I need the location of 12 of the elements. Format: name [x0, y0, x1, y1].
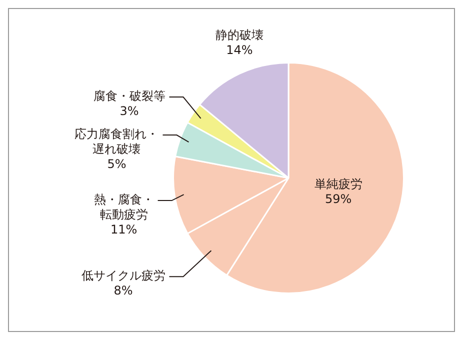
data-label: 14% [226, 42, 253, 57]
data-label: 3% [120, 104, 139, 118]
slice-label: 低サイクル疲労 [81, 268, 166, 283]
data-label: 59% [324, 192, 352, 206]
data-label: 11% [110, 222, 138, 237]
slice-label: 単純疲労 [314, 177, 362, 192]
data-label: 5% [107, 157, 126, 172]
slice-label: 腐食・破裂等 [93, 89, 166, 104]
slice-label: 応力腐食割れ・遅れ破壊 [74, 127, 159, 156]
slice-label: 静的破壊 [215, 28, 264, 42]
data-label: 8% [114, 284, 133, 298]
slice-label: 熱・腐食・転動疲労 [94, 192, 154, 222]
